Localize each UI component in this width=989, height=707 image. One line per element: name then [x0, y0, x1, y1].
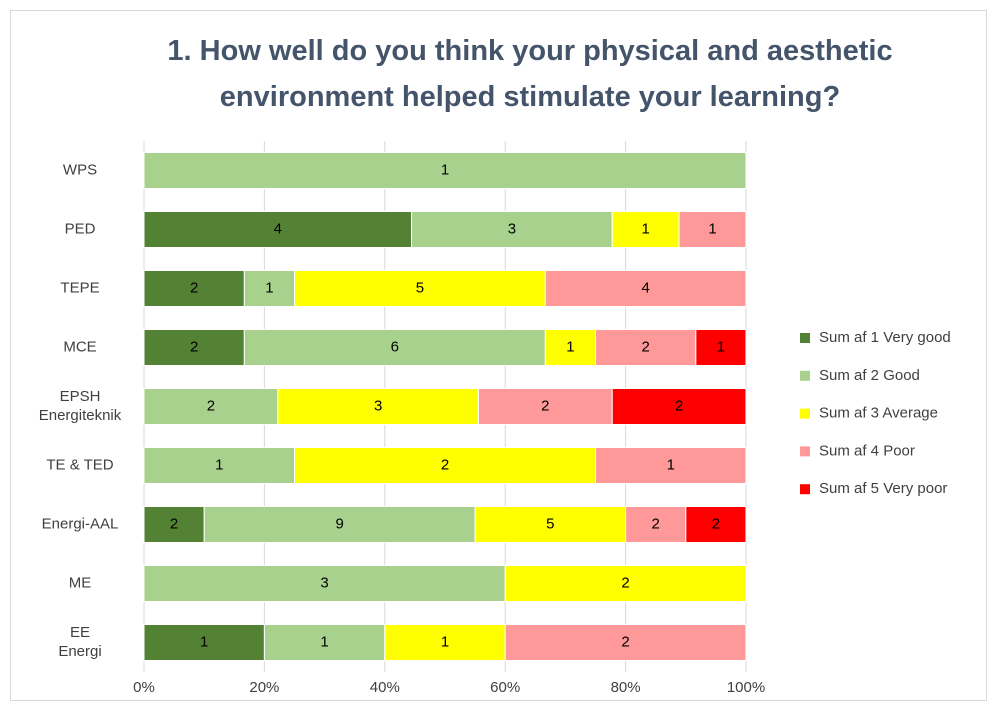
x-tick-label: 20%: [249, 679, 279, 696]
data-label: 2: [621, 574, 629, 591]
bar-segment: [294, 447, 596, 484]
legend-label: Sum af 5 Very poor: [819, 480, 947, 497]
data-label: 4: [274, 220, 282, 237]
data-label: 3: [374, 397, 382, 414]
data-label: 1: [641, 220, 649, 237]
bar-segment: [143, 329, 245, 366]
data-label: 1: [320, 633, 328, 650]
data-label: 2: [170, 515, 178, 532]
bar-segment: [678, 211, 747, 248]
x-tick-label: 60%: [490, 679, 520, 696]
data-label: 2: [641, 338, 649, 355]
y-tick-label: EPSH Energiteknik: [39, 388, 122, 424]
y-tick-label: PED: [65, 220, 96, 237]
data-label: 1: [566, 338, 574, 355]
legend-label: Sum af 2 Good: [819, 367, 920, 384]
bar-segment: [504, 624, 747, 661]
data-label: 1: [215, 456, 223, 473]
y-tick-label: ME: [69, 574, 92, 591]
chart-title: 1. How well do you think your physical a…: [167, 35, 892, 113]
y-tick-label: TEPE: [60, 279, 99, 296]
data-label: 6: [391, 338, 399, 355]
bar-segment: [477, 388, 613, 425]
bar-segment: [143, 565, 506, 602]
bar-segment: [294, 270, 546, 307]
x-tick-label: 40%: [370, 679, 400, 696]
bar-segment: [203, 506, 476, 543]
bar-segment: [143, 270, 245, 307]
data-label: 1: [708, 220, 716, 237]
bar-segment: [143, 447, 295, 484]
bar-segment: [544, 329, 596, 366]
bar-segment: [685, 506, 747, 543]
bar-segment: [625, 506, 687, 543]
legend-label: Sum af 4 Poor: [819, 442, 915, 459]
legend-label: Sum af 1 Very good: [819, 329, 951, 346]
y-tick-label: Energi-AAL: [42, 515, 119, 532]
legend-swatch: [800, 446, 810, 457]
data-label: 2: [675, 397, 683, 414]
bar-segment: [243, 329, 546, 366]
bar-segment: [504, 565, 747, 602]
bar-segment: [695, 329, 747, 366]
x-tick-label: 100%: [727, 679, 765, 696]
data-label: 9: [335, 515, 343, 532]
data-label: 2: [621, 633, 629, 650]
data-label: 1: [441, 633, 449, 650]
data-label: 2: [190, 279, 198, 296]
bar-segment: [277, 388, 479, 425]
data-label: 1: [200, 633, 208, 650]
x-tick-label: 0%: [133, 679, 155, 696]
data-label: 2: [541, 397, 549, 414]
y-tick-label: EE Energi: [58, 624, 101, 660]
data-label: 3: [320, 574, 328, 591]
data-label: 5: [546, 515, 554, 532]
bar-segment: [143, 211, 413, 248]
data-label: 2: [652, 515, 660, 532]
data-label: 4: [641, 279, 649, 296]
bar-segment: [544, 270, 747, 307]
bar-segment: [611, 211, 680, 248]
data-label: 3: [508, 220, 516, 237]
data-label: 2: [712, 515, 720, 532]
y-tick-label: TE & TED: [46, 456, 113, 473]
bar-segment: [611, 388, 747, 425]
bar-segment: [143, 506, 205, 543]
legend-swatch: [800, 370, 810, 381]
data-label: 1: [441, 161, 449, 178]
data-label: 5: [416, 279, 424, 296]
legend-swatch: [800, 484, 810, 495]
data-label: 1: [265, 279, 273, 296]
bar-segment: [143, 388, 279, 425]
bar-segment: [411, 211, 613, 248]
legend-label: Sum af 3 Average: [819, 405, 938, 422]
data-label: 2: [207, 397, 215, 414]
bar-segment: [595, 329, 697, 366]
bar-segment: [263, 624, 386, 661]
x-tick-label: 80%: [611, 679, 641, 696]
bar-segment: [595, 447, 747, 484]
bar-segment: [474, 506, 627, 543]
data-label: 2: [190, 338, 198, 355]
y-tick-label: WPS: [63, 161, 97, 178]
legend-swatch: [800, 408, 810, 419]
data-label: 1: [667, 456, 675, 473]
bar-segment: [143, 152, 747, 189]
legend-swatch: [800, 333, 810, 343]
data-label: 1: [717, 338, 725, 355]
data-label: 2: [441, 456, 449, 473]
y-tick-label: MCE: [63, 338, 96, 355]
